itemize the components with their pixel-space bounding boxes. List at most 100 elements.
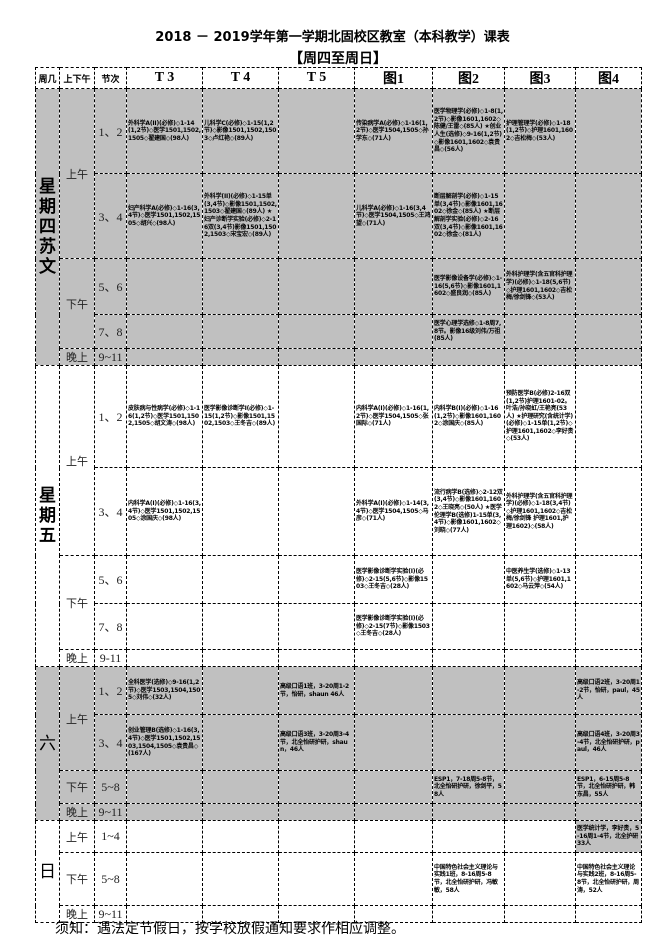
empty-cell bbox=[504, 173, 576, 259]
timetable-row: 晚上 9~11 bbox=[36, 905, 642, 923]
empty-cell bbox=[432, 348, 505, 366]
header-room-t4: T 4 bbox=[202, 67, 279, 89]
empty-cell bbox=[504, 649, 576, 667]
empty-cell bbox=[575, 905, 642, 923]
empty-cell bbox=[278, 258, 355, 315]
empty-cell bbox=[575, 555, 642, 604]
period-label: 1、2 bbox=[94, 666, 127, 715]
empty-cell bbox=[126, 852, 203, 906]
half-day-label: 下午 bbox=[59, 555, 95, 650]
half-day-label: 晚上 bbox=[59, 649, 95, 667]
empty-cell bbox=[278, 365, 355, 468]
half-day-label: 上午 bbox=[59, 666, 95, 771]
period-label: 5~8 bbox=[94, 770, 127, 804]
empty-cell bbox=[202, 258, 279, 315]
empty-cell bbox=[202, 314, 279, 349]
empty-cell bbox=[575, 88, 642, 174]
empty-cell bbox=[202, 603, 279, 650]
course-entry: 外科学A(II)(必修)◇1-14(1,2节)◇医学1501,1502,1505… bbox=[126, 88, 203, 174]
empty-cell bbox=[354, 714, 433, 771]
period-label: 5、6 bbox=[94, 555, 127, 604]
timetable-row: 晚上 9~11 bbox=[36, 348, 642, 366]
empty-cell bbox=[278, 603, 355, 650]
course-entry: 妇产科学A(必修)◇1-16(3,4节)◇医学1501,1502,1505◇胡兴… bbox=[126, 173, 203, 259]
course-entry: 外科学(II)(必修)◇1-15单(3,4节)◇影像1501,1502,1503… bbox=[202, 173, 279, 259]
course-entry: 高级口语3班，3-20周3-4节，北全怡研护研，shaun，46人 bbox=[278, 714, 355, 771]
empty-cell bbox=[202, 820, 279, 853]
weekday-label: 六 bbox=[35, 666, 60, 821]
empty-cell bbox=[354, 348, 433, 366]
empty-cell bbox=[504, 852, 576, 906]
header-row: 周几 上下午 节次 T 3 T 4 T 5 图1 图2 图3 图4 bbox=[35, 67, 642, 89]
course-entry: 医学影像设备学(必修)◇1-16(5,6节)◇影像1601,1602◇盛良润◇(… bbox=[432, 258, 505, 315]
timetable-row: 下午 5、6 医学影像设备学(必修)◇1-16(5,6节)◇影像1601,1602◇… bbox=[36, 258, 642, 349]
empty-cell bbox=[126, 258, 203, 315]
half-day-label: 上午 bbox=[59, 88, 95, 259]
empty-cell bbox=[278, 348, 355, 366]
empty-cell bbox=[504, 905, 576, 923]
period-label: 1~4 bbox=[94, 820, 127, 853]
course-entry: 高级口语4班，3-20周3-4节，北全怡研护研，paul，46人 bbox=[575, 714, 642, 771]
course-entry: 内科学A(I)(必修)◇1-16(3,4节)◇医学1501,1502,1505◇… bbox=[126, 467, 203, 556]
half-day-label: 晚上 bbox=[59, 348, 95, 366]
empty-cell bbox=[278, 820, 355, 853]
course-entry: 中国特色社会主义理论与实践2班，8-16周5-8节，北全怡研护研，周涛，52人 bbox=[575, 852, 642, 906]
course-entry: 外科学A(I)(必修)◇1-14(3,4节)◇医学1504,1505◇马彦◇(7… bbox=[354, 467, 433, 556]
empty-cell bbox=[354, 666, 433, 715]
half-day-label: 上午 bbox=[59, 365, 95, 556]
page-subtitle: 【周四至周日】 bbox=[289, 51, 387, 67]
empty-cell bbox=[432, 803, 505, 821]
header-half-day: 上下午 bbox=[59, 67, 95, 89]
course-entry: 内科学B(I)(必修)◇1-16(1,2节)◇影像1601,1602◇涂国庆◇(… bbox=[432, 365, 505, 468]
course-entry: 全科医学(选修)◇9-16(1,2节)◇医学1503,1504,1505◇刘伟◇… bbox=[126, 666, 203, 715]
empty-cell bbox=[278, 173, 355, 259]
empty-cell bbox=[432, 820, 505, 853]
empty-cell bbox=[202, 803, 279, 821]
header-room-lib1: 图1 bbox=[354, 67, 433, 89]
empty-cell bbox=[575, 603, 642, 650]
empty-cell bbox=[575, 649, 642, 667]
timetable-row: 下午 5~8 ESP1，7-18周5-8节，北全怡研护研，徐剑平，58人 ESP1，6… bbox=[36, 770, 642, 804]
course-entry: 医学影像诊断学I(必修)◇1-15(1,2节)◇影像1501,1502,1503… bbox=[202, 365, 279, 468]
header-room-lib2: 图2 bbox=[432, 67, 505, 89]
empty-cell bbox=[504, 820, 576, 853]
empty-cell bbox=[354, 803, 433, 821]
timetable-row: 3、4 内科学A(I)(必修)◇1-16(3,4节)◇医学1501,1502,15… bbox=[36, 467, 642, 556]
period-label: 9~11 bbox=[94, 348, 127, 366]
half-day-label: 上午 bbox=[59, 820, 95, 853]
period-label: 3、4 bbox=[94, 714, 127, 771]
empty-cell bbox=[432, 603, 505, 650]
course-entry: 内科学A(I)(必修)◇1-16(1,2节)◇医学1504,1505◇张国际◇(… bbox=[354, 365, 433, 468]
empty-cell bbox=[202, 649, 279, 667]
course-entry: 皮肤病与性病学(必修)◇1-16(1,2节)◇医学1501,1502,1505◇… bbox=[126, 365, 203, 468]
empty-cell bbox=[202, 770, 279, 804]
empty-cell bbox=[278, 649, 355, 667]
weekday-label: 星期四苏文 bbox=[35, 88, 60, 366]
empty-cell bbox=[354, 852, 433, 906]
timetable-row: 7、8 医学心理学选修◇1-8周7,8节。影像16级刘伟/万祖(85人) bbox=[36, 314, 642, 349]
weekday-label: 日 bbox=[35, 820, 60, 923]
empty-cell bbox=[354, 770, 433, 804]
empty-cell bbox=[354, 314, 433, 349]
empty-cell bbox=[278, 803, 355, 821]
timetable-row: 7、8 医学影像诊断学实验(I)(必修)◇2-15(7节)◇影像1503◇王冬吉◇… bbox=[36, 603, 642, 650]
empty-cell bbox=[504, 770, 576, 804]
empty-cell bbox=[432, 666, 505, 715]
course-entry: 断层解剖学(必修)◇1-15单(3,4节)◇影像1601,1602◇徐金◇(85… bbox=[432, 173, 505, 259]
course-entry: 高级口语2班，3-20周1-2节，怡研，paul，45人 bbox=[575, 666, 642, 715]
empty-cell bbox=[354, 258, 433, 315]
timetable-row: 下午 5、6 医学影像诊断学实验(I)(必修)◇2-15(5,6节)◇影像1503◇… bbox=[36, 555, 642, 650]
empty-cell bbox=[504, 803, 576, 821]
empty-cell bbox=[354, 820, 433, 853]
empty-cell bbox=[278, 555, 355, 604]
empty-cell bbox=[575, 173, 642, 259]
empty-cell bbox=[432, 714, 505, 771]
course-entry: 高级口语1班，3-20周1-2节，怡研，shaun 46人 bbox=[278, 666, 355, 715]
empty-cell bbox=[126, 348, 203, 366]
timetable: 周几 上下午 节次 T 3 T 4 T 5 图1 图2 图3 图4 星期四苏文上… bbox=[35, 67, 642, 923]
timetable-row: 晚上 9~11 bbox=[36, 803, 642, 821]
course-entry: 医学影像诊断学实验(I)(必修)◇2-15(7节)◇影像1503◇王冬吉◇(28… bbox=[354, 603, 433, 650]
header-weekday: 周几 bbox=[35, 67, 60, 89]
empty-cell bbox=[126, 649, 203, 667]
timetable-row: 星期四苏文 上午 1、2 外科学A(II)(必修)◇1-14(1,2节)◇医学1501… bbox=[35, 88, 642, 366]
